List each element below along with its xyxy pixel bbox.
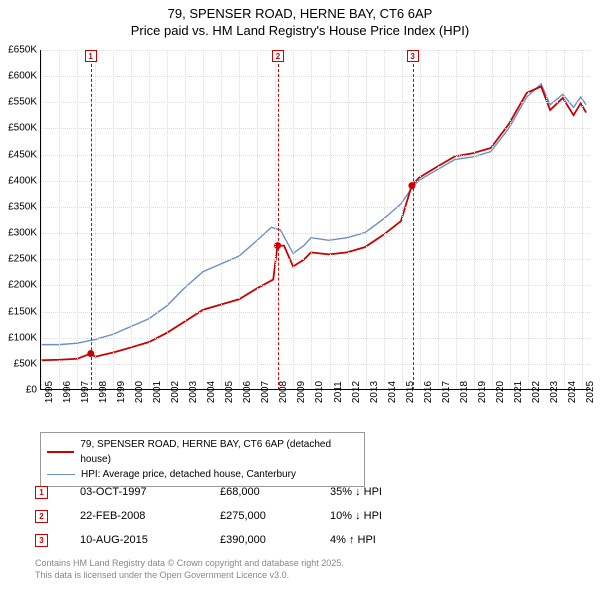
y-axis-label: £600K	[8, 71, 37, 82]
table-pct: 10% ↓ HPI	[330, 510, 450, 522]
table-date: 10-AUG-2015	[80, 534, 220, 546]
x-axis-label: 2007	[260, 381, 271, 403]
x-axis-label: 2013	[369, 381, 380, 403]
x-axis-label: 2014	[387, 381, 398, 403]
table-flag-3: 3	[35, 534, 48, 547]
y-axis-label: £300K	[8, 228, 37, 239]
footer-line-2: This data is licensed under the Open Gov…	[35, 570, 344, 582]
x-axis-label: 2002	[170, 381, 181, 403]
footer-attribution: Contains HM Land Registry data © Crown c…	[35, 558, 344, 581]
x-axis-label: 2008	[278, 381, 289, 403]
x-axis-label: 1996	[62, 381, 73, 403]
x-axis-label: 2000	[134, 381, 145, 403]
y-axis-label: £650K	[8, 45, 37, 56]
table-row: 3 10-AUG-2015 £390,000 4% ↑ HPI	[35, 528, 450, 552]
x-axis-label: 2018	[459, 381, 470, 403]
y-axis-label: £200K	[8, 280, 37, 291]
x-axis-label: 2009	[296, 381, 307, 403]
x-axis-label: 2016	[423, 381, 434, 403]
table-pct: 35% ↓ HPI	[330, 486, 450, 498]
x-axis-label: 2010	[314, 381, 325, 403]
x-axis-label: 2023	[549, 381, 560, 403]
y-axis-label: £150K	[8, 306, 37, 317]
x-axis-label: 2019	[477, 381, 488, 403]
table-date: 03-OCT-1997	[80, 486, 220, 498]
y-axis-label: £100K	[8, 332, 37, 343]
sale-flag-3: 3	[407, 50, 419, 62]
table-price: £275,000	[220, 510, 330, 522]
table-flag-2: 2	[35, 510, 48, 523]
chart-container: 79, SPENSER ROAD, HERNE BAY, CT6 6AP Pri…	[0, 0, 600, 590]
chart-plot-area: £0£50K£100K£150K£200K£250K£300K£350K£400…	[40, 50, 590, 390]
series-hpi	[41, 84, 586, 345]
y-axis-label: £450K	[8, 149, 37, 160]
legend-row-property: 79, SPENSER ROAD, HERNE BAY, CT6 6AP (de…	[47, 437, 358, 467]
sale-flag-2: 2	[272, 50, 284, 62]
sales-table: 1 03-OCT-1997 £68,000 35% ↓ HPI 2 22-FEB…	[35, 480, 450, 552]
legend-swatch-hpi	[47, 474, 75, 475]
x-axis-label: 2015	[405, 381, 416, 403]
x-axis-label: 2003	[188, 381, 199, 403]
x-axis-label: 2024	[567, 381, 578, 403]
title-line-2: Price paid vs. HM Land Registry's House …	[0, 23, 600, 40]
x-axis-label: 1998	[98, 381, 109, 403]
y-axis-label: £350K	[8, 201, 37, 212]
y-axis-label: £500K	[8, 123, 37, 134]
x-axis-label: 1995	[44, 381, 55, 403]
y-axis-label: £550K	[8, 97, 37, 108]
table-pct: 4% ↑ HPI	[330, 534, 450, 546]
y-axis-label: £400K	[8, 175, 37, 186]
table-date: 22-FEB-2008	[80, 510, 220, 522]
x-axis-label: 2001	[152, 381, 163, 403]
y-axis-label: £0	[26, 385, 37, 396]
table-row: 2 22-FEB-2008 £275,000 10% ↓ HPI	[35, 504, 450, 528]
table-price: £390,000	[220, 534, 330, 546]
x-axis-label: 2006	[242, 381, 253, 403]
x-axis-label: 2012	[351, 381, 362, 403]
x-axis-label: 2017	[441, 381, 452, 403]
x-axis-label: 2022	[531, 381, 542, 403]
x-axis-label: 2004	[206, 381, 217, 403]
footer-line-1: Contains HM Land Registry data © Crown c…	[35, 558, 344, 570]
title-line-1: 79, SPENSER ROAD, HERNE BAY, CT6 6AP	[0, 6, 600, 23]
x-axis-label: 2021	[513, 381, 524, 403]
table-price: £68,000	[220, 486, 330, 498]
sale-flag-1: 1	[85, 50, 97, 62]
table-flag-1: 1	[35, 486, 48, 499]
legend-swatch-property	[47, 451, 74, 453]
table-row: 1 03-OCT-1997 £68,000 35% ↓ HPI	[35, 480, 450, 504]
x-axis-label: 2025	[585, 381, 596, 403]
y-axis-label: £250K	[8, 254, 37, 265]
title-block: 79, SPENSER ROAD, HERNE BAY, CT6 6AP Pri…	[0, 0, 600, 40]
legend-box: 79, SPENSER ROAD, HERNE BAY, CT6 6AP (de…	[40, 432, 365, 487]
x-axis-label: 2011	[333, 381, 344, 403]
legend-label-property: 79, SPENSER ROAD, HERNE BAY, CT6 6AP (de…	[80, 437, 358, 467]
x-axis-label: 2020	[495, 381, 506, 403]
y-axis-label: £50K	[14, 358, 37, 369]
x-axis-label: 1999	[116, 381, 127, 403]
x-axis-label: 2005	[224, 381, 235, 403]
x-axis-label: 1997	[80, 381, 91, 403]
